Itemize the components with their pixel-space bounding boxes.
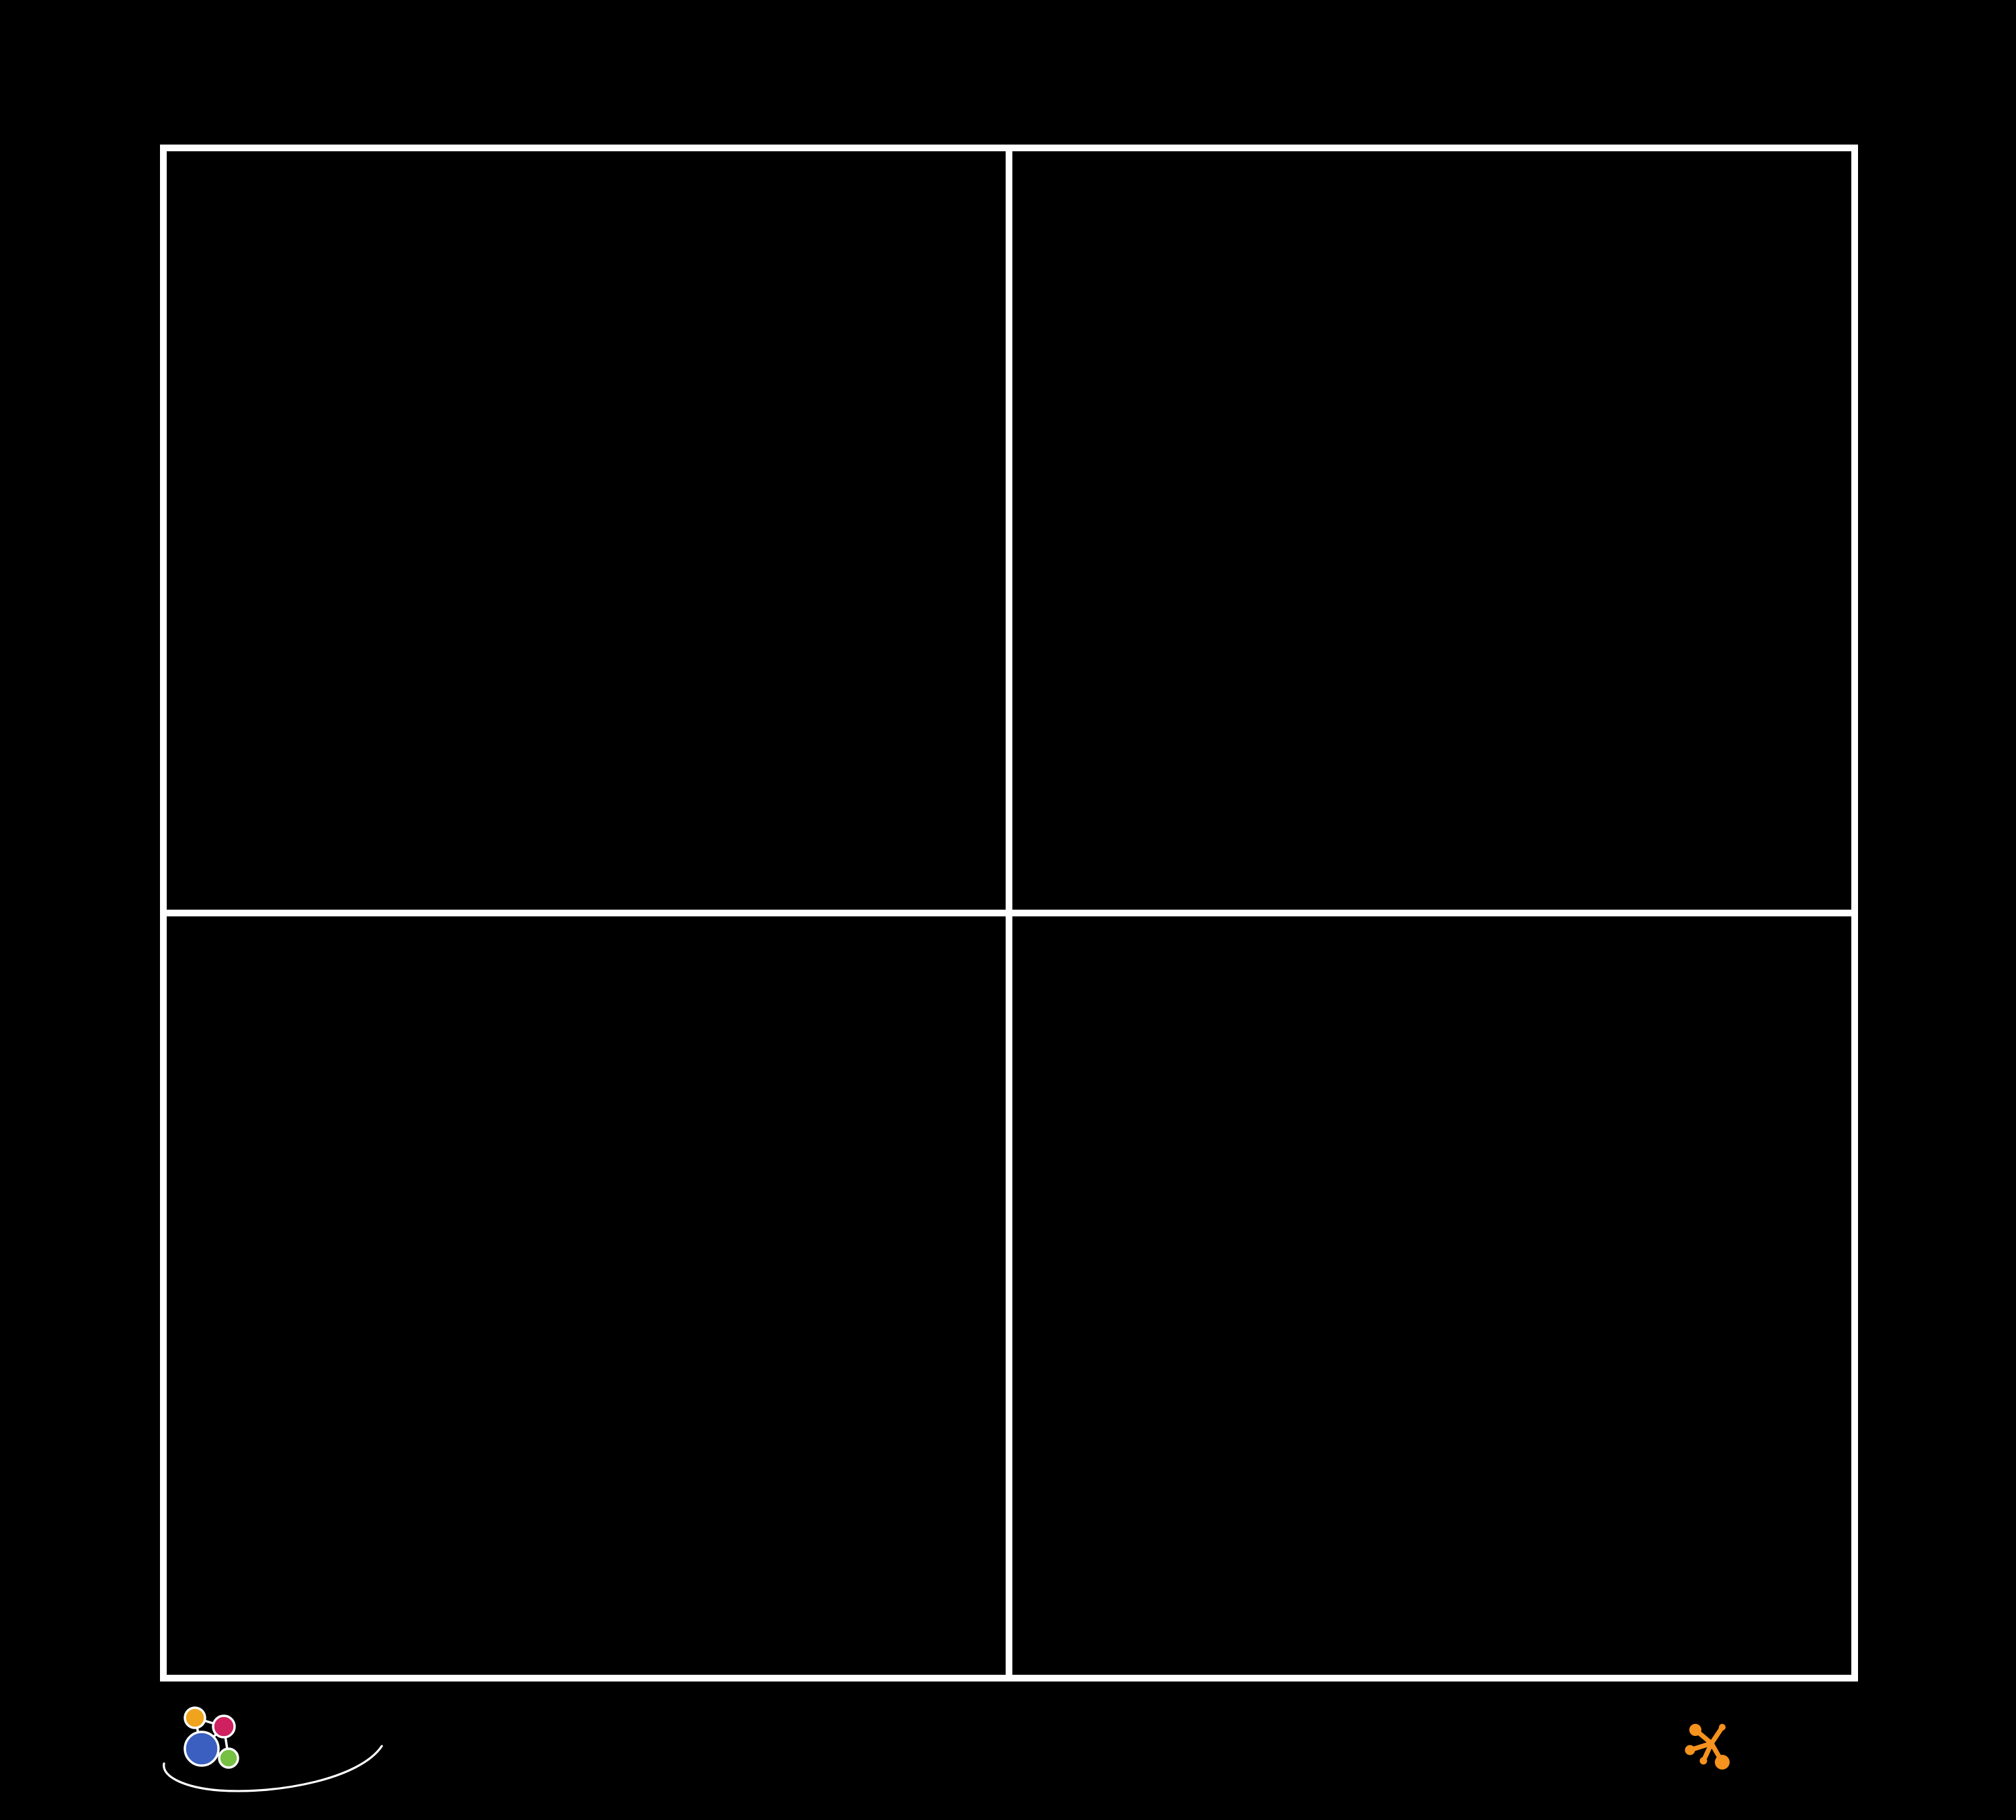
cytoscape-logo-icon — [1685, 1724, 1730, 1770]
panel-grid — [160, 145, 1858, 1681]
network-graph-disease-classes — [1012, 916, 1851, 1675]
network-graph-disease-risk — [1012, 151, 1851, 910]
panel-disease-classes — [1012, 916, 1851, 1675]
edgeleap-logo-icon — [184, 1706, 239, 1769]
panel-disease-risk — [1012, 151, 1851, 910]
panel-ingredient-classes — [167, 916, 1006, 1675]
edgeleap-credit — [163, 1706, 383, 1792]
edgeleap-logo — [163, 1706, 383, 1792]
cytoscape-credit — [1683, 1714, 1748, 1774]
network-graph-ingredient-disease — [167, 151, 1006, 910]
network-graph-ingredient-classes — [167, 916, 1006, 1675]
cytoscape-logo — [1683, 1716, 1748, 1774]
panel-ingredient-disease — [167, 151, 1006, 910]
